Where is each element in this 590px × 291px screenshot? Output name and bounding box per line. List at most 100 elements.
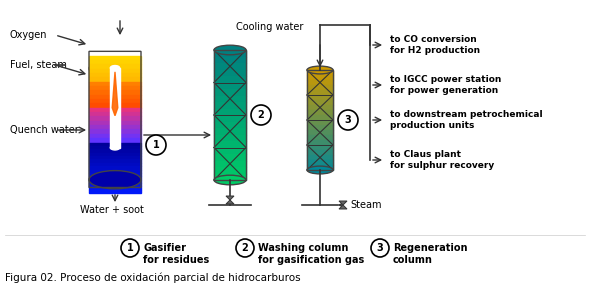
Bar <box>214 50 246 180</box>
Bar <box>307 135 333 140</box>
Bar <box>214 134 246 141</box>
Bar <box>214 109 246 115</box>
Bar <box>307 130 333 135</box>
Bar <box>89 183 141 187</box>
Ellipse shape <box>307 66 333 74</box>
Bar <box>89 90 141 95</box>
Bar <box>214 102 246 109</box>
Text: Quench water: Quench water <box>10 125 78 135</box>
Bar <box>307 165 333 170</box>
Ellipse shape <box>110 65 120 70</box>
Bar <box>89 180 141 183</box>
Text: 2: 2 <box>258 110 264 120</box>
Bar <box>89 77 141 81</box>
Bar <box>89 99 141 103</box>
Bar <box>307 150 333 155</box>
Ellipse shape <box>214 175 246 185</box>
Bar <box>89 146 141 149</box>
Bar <box>307 105 333 110</box>
Bar <box>214 50 246 56</box>
Bar <box>89 69 141 73</box>
Bar <box>89 129 141 134</box>
Bar <box>307 85 333 90</box>
Bar <box>89 187 141 190</box>
Bar <box>307 120 333 125</box>
Bar <box>89 134 141 138</box>
Text: 3: 3 <box>376 243 384 253</box>
Polygon shape <box>339 205 347 209</box>
Bar <box>89 125 141 129</box>
Circle shape <box>236 239 254 257</box>
Text: Cooling water: Cooling water <box>237 22 304 32</box>
Bar <box>110 68 120 148</box>
Bar <box>214 141 246 148</box>
Bar <box>307 160 333 165</box>
Bar <box>89 64 141 69</box>
Bar <box>89 163 141 166</box>
Bar <box>214 56 246 63</box>
Bar <box>89 149 141 153</box>
Bar <box>307 75 333 80</box>
Bar <box>214 63 246 70</box>
Text: to CO conversion
for H2 production: to CO conversion for H2 production <box>390 35 480 55</box>
Ellipse shape <box>214 45 246 55</box>
Bar <box>89 56 141 60</box>
Text: 3: 3 <box>345 115 352 125</box>
Bar <box>214 154 246 161</box>
Bar <box>214 83 246 89</box>
Polygon shape <box>226 196 234 200</box>
Text: Fuel, steam: Fuel, steam <box>10 60 67 70</box>
Ellipse shape <box>89 59 141 78</box>
Polygon shape <box>226 200 234 204</box>
Ellipse shape <box>89 171 141 189</box>
Polygon shape <box>112 72 118 116</box>
Bar <box>214 148 246 154</box>
Text: Regeneration
column: Regeneration column <box>393 243 467 265</box>
Bar <box>307 100 333 105</box>
Bar <box>307 125 333 130</box>
Bar <box>89 95 141 99</box>
Bar <box>307 155 333 160</box>
Bar <box>214 128 246 134</box>
Bar <box>89 103 141 108</box>
Bar <box>307 90 333 95</box>
Bar <box>89 73 141 77</box>
Bar <box>89 143 141 146</box>
Circle shape <box>146 135 166 155</box>
Bar <box>214 95 246 102</box>
Text: 2: 2 <box>242 243 248 253</box>
Bar <box>89 112 141 116</box>
Bar <box>89 159 141 163</box>
Text: Gasifier
for residues: Gasifier for residues <box>143 243 209 265</box>
Text: to Claus plant
for sulphur recovery: to Claus plant for sulphur recovery <box>390 150 494 170</box>
Bar <box>89 86 141 90</box>
Text: Figura 02. Proceso de oxidación parcial de hidrocarburos: Figura 02. Proceso de oxidación parcial … <box>5 273 301 283</box>
Bar <box>214 115 246 122</box>
Bar <box>214 173 246 180</box>
Bar <box>89 138 141 143</box>
Bar <box>89 81 141 86</box>
Polygon shape <box>339 201 347 205</box>
Text: Washing column
for gasification gas: Washing column for gasification gas <box>258 243 364 265</box>
Bar <box>89 156 141 159</box>
Bar <box>307 140 333 145</box>
Bar <box>214 89 246 95</box>
Text: 1: 1 <box>153 140 159 150</box>
Text: Oxygen: Oxygen <box>10 30 48 40</box>
Circle shape <box>371 239 389 257</box>
Text: to IGCC power station
for power generation: to IGCC power station for power generati… <box>390 75 502 95</box>
Bar <box>89 170 141 173</box>
Bar <box>89 190 141 193</box>
Bar <box>214 70 246 76</box>
Bar <box>307 70 333 75</box>
Bar <box>307 80 333 85</box>
Bar <box>89 116 141 121</box>
Bar <box>89 176 141 180</box>
Bar <box>307 110 333 115</box>
Bar <box>307 95 333 100</box>
Text: Water + soot: Water + soot <box>80 205 144 215</box>
Ellipse shape <box>110 145 120 150</box>
Text: Steam: Steam <box>350 200 382 210</box>
Circle shape <box>338 110 358 130</box>
Bar <box>89 60 141 64</box>
